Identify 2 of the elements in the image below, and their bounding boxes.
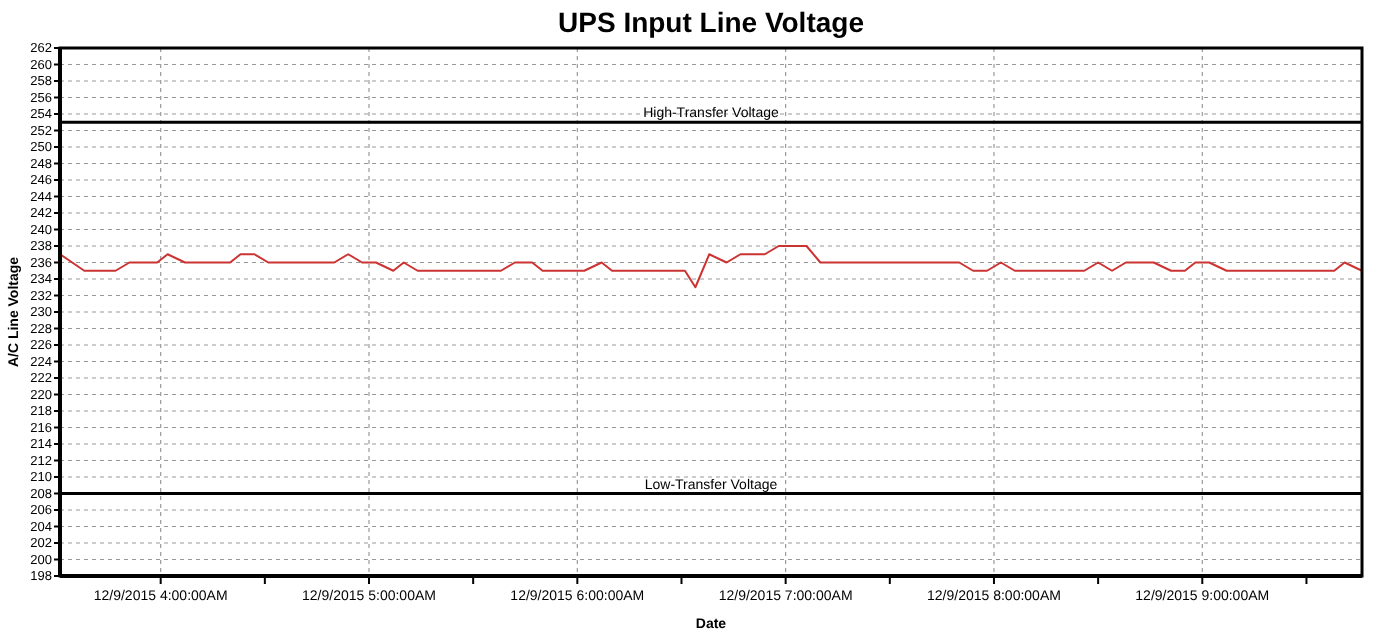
line-series [59,245,1363,289]
chart-title: UPS Input Line Voltage [558,6,865,38]
